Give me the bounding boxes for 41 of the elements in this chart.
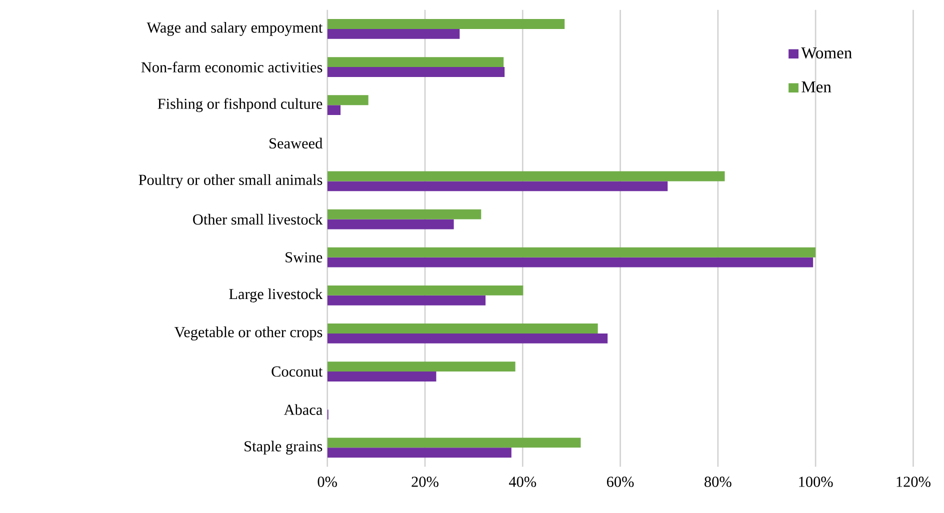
x-tick-label: 40%	[508, 476, 536, 487]
x-tick-label: 20%	[412, 476, 438, 487]
y-tick-label: Swine	[286, 252, 322, 262]
bar	[327, 181, 668, 191]
bar	[327, 18, 565, 29]
bar	[327, 323, 598, 334]
x-tick-label: 0%	[318, 476, 337, 487]
bar	[327, 219, 454, 230]
bar	[327, 447, 512, 458]
bar	[327, 371, 436, 382]
y-tick-label: Abaca	[284, 404, 322, 415]
x-tick-label: 80%	[704, 476, 732, 487]
bar	[327, 361, 516, 372]
y-tick-label: Non-farm economic activities	[141, 61, 322, 72]
y-tick-label: Fishing or fishpond culture	[158, 98, 322, 112]
y-tick-label: Seaweed	[270, 138, 323, 148]
bar	[327, 295, 486, 306]
y-tick-label: Coconut	[272, 366, 323, 376]
bar	[327, 257, 814, 268]
y-tick-label: Other small livestock	[193, 214, 323, 224]
bar	[327, 247, 816, 258]
y-tick-label: Large livestock	[229, 288, 323, 302]
y-tick-label: Staple grains	[244, 440, 322, 454]
bar	[327, 56, 504, 67]
bar	[327, 285, 524, 296]
bar	[327, 438, 581, 448]
bar	[327, 28, 460, 39]
y-tick-label: Wage and salary empoyment	[146, 22, 323, 36]
bar	[327, 104, 341, 115]
bar	[327, 333, 608, 344]
x-tick-label: 100%	[799, 476, 833, 487]
legend-label: Men	[802, 81, 832, 92]
legend-label: Women	[801, 47, 852, 58]
y-tick-label: Poultry or other small animals	[138, 174, 322, 188]
x-tick-label: 60%	[606, 476, 634, 487]
x-tick-label: 120%	[896, 476, 930, 487]
bar	[327, 94, 368, 105]
bar	[327, 171, 725, 182]
y-tick-label: Vegetable or other crops	[174, 326, 322, 340]
bar	[327, 209, 482, 220]
bar	[327, 66, 505, 77]
